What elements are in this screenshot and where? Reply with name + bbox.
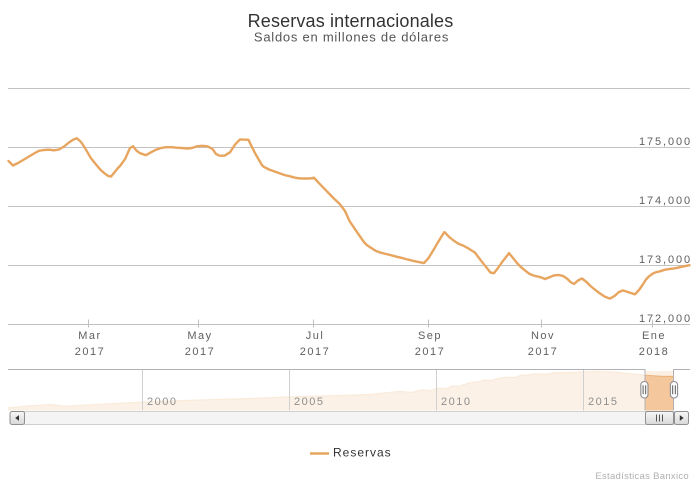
svg-text:2005: 2005	[294, 396, 324, 408]
svg-text:2000: 2000	[147, 396, 177, 408]
svg-text:May: May	[187, 330, 212, 342]
svg-text:2017: 2017	[185, 346, 215, 358]
svg-text:2017: 2017	[415, 346, 445, 358]
svg-text:Jul: Jul	[306, 330, 325, 342]
svg-text:2015: 2015	[588, 396, 618, 408]
svg-text:2018: 2018	[639, 346, 669, 358]
svg-text:Estadísticas Banxico: Estadísticas Banxico	[595, 471, 689, 482]
svg-text:173,000: 173,000	[639, 254, 692, 266]
svg-text:Ene: Ene	[642, 330, 666, 342]
svg-text:2017: 2017	[75, 346, 105, 358]
svg-text:Mar: Mar	[78, 330, 101, 342]
svg-text:175,000: 175,000	[639, 136, 692, 148]
svg-text:Nov: Nov	[531, 330, 555, 342]
svg-text:2017: 2017	[300, 346, 330, 358]
svg-text:Reservas internacionales: Reservas internacionales	[248, 11, 454, 31]
svg-text:Saldos en millones de dólares: Saldos en millones de dólares	[254, 30, 449, 45]
svg-text:2010: 2010	[441, 396, 471, 408]
svg-text:2017: 2017	[528, 346, 558, 358]
svg-text:174,000: 174,000	[639, 195, 692, 207]
svg-text:Sep: Sep	[418, 330, 442, 342]
svg-text:Reservas: Reservas	[333, 445, 392, 459]
svg-text:172,000: 172,000	[639, 313, 692, 325]
